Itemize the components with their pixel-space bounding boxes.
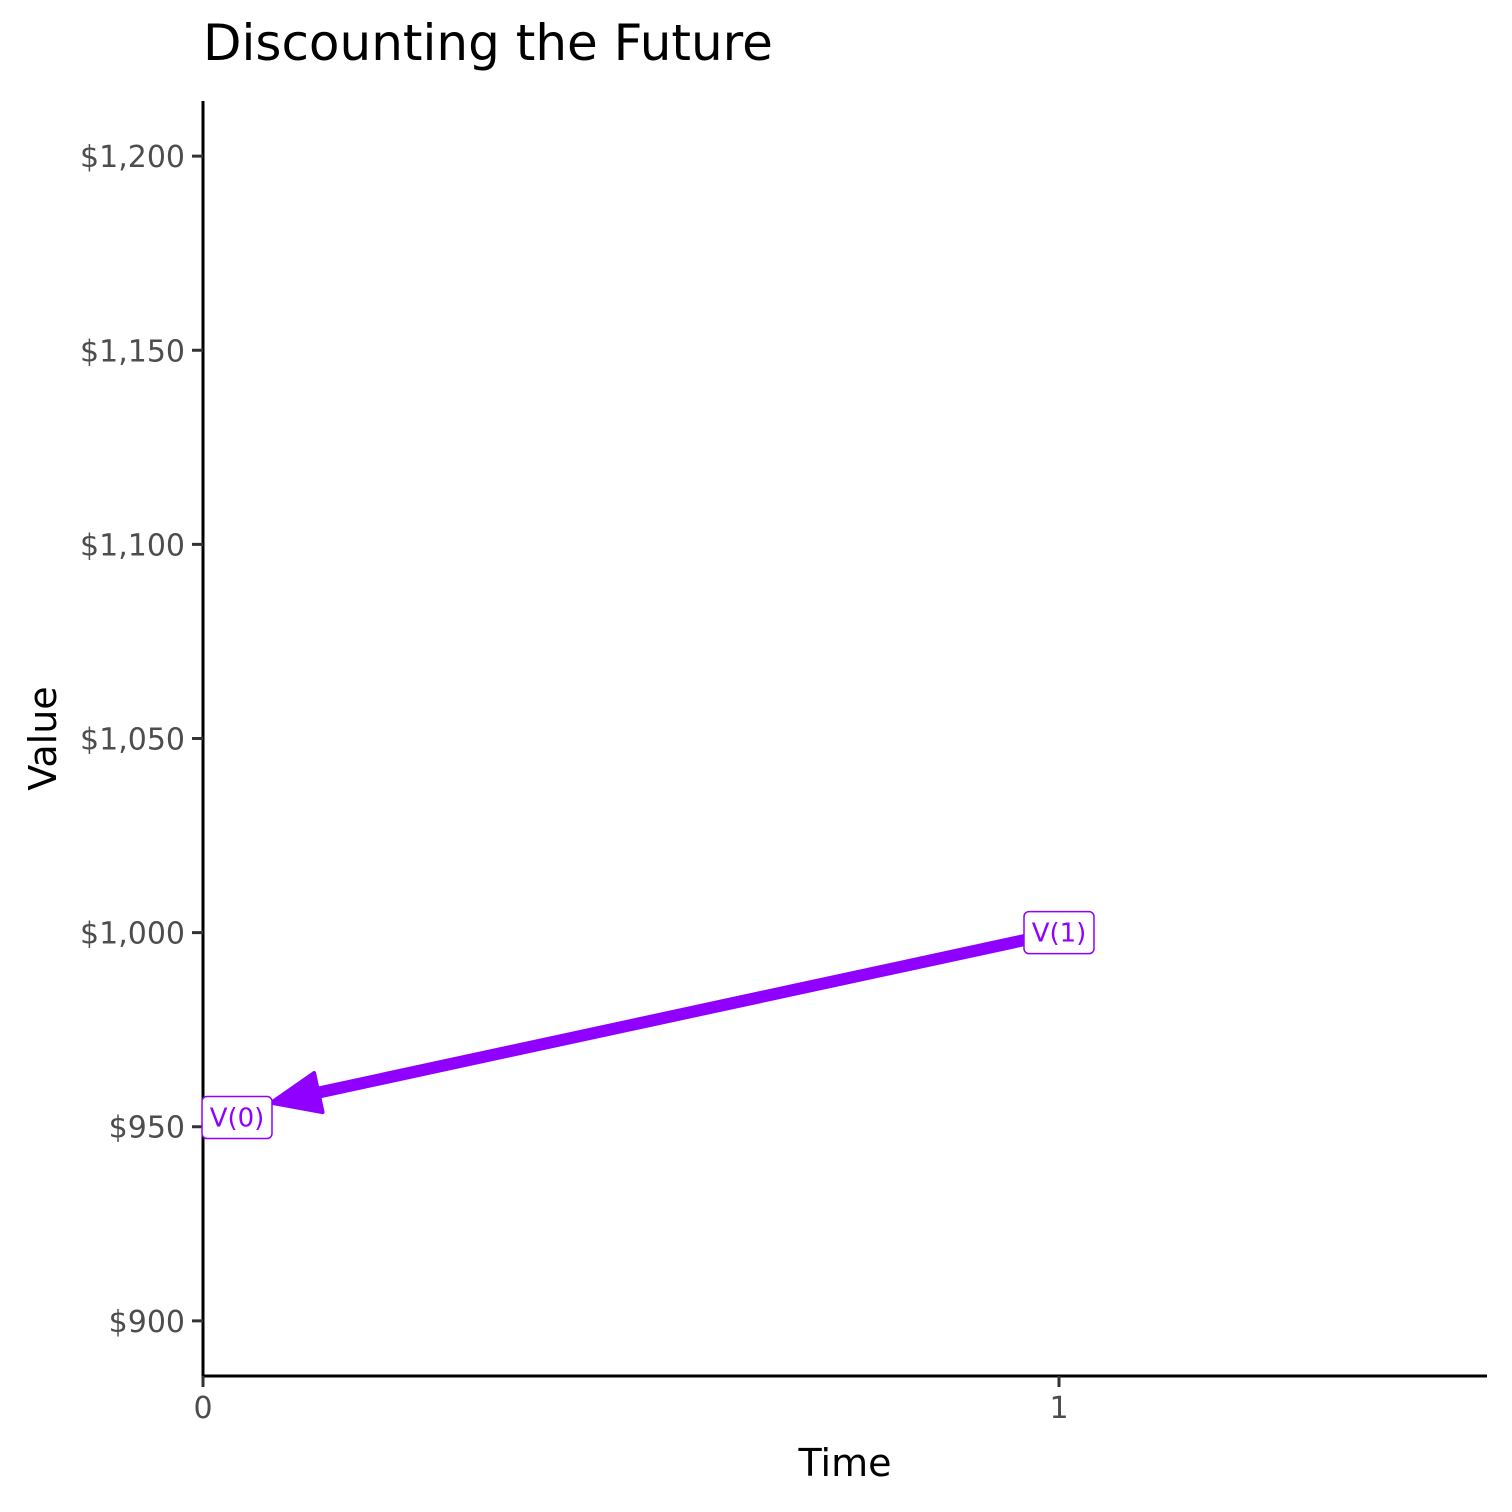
point-label-box: [1023, 910, 1095, 955]
y-tick-label: $950: [109, 1111, 185, 1146]
arrow-line: [311, 926, 1061, 1100]
point-label: V(0): [210, 1104, 265, 1134]
y-tick-label: $900: [109, 1305, 185, 1340]
point-label: V(1): [1032, 919, 1087, 949]
y-tick-label: $1,200: [80, 140, 185, 175]
y-tick-label: $1,150: [80, 334, 185, 369]
y-tick-label: $1,100: [80, 528, 185, 563]
point-label-box: [201, 1095, 273, 1140]
arrow-head: [269, 1071, 325, 1115]
x-tick-label: 0: [193, 1391, 212, 1426]
y-tick-label: $1,050: [80, 723, 185, 758]
chart-title: Discounting the Future: [203, 14, 773, 72]
x-tick-label: 1: [1049, 1391, 1068, 1426]
axes: $900 $950 $1,000 $1,050 $1,100 $1,150 $1,200 0 1…: [21, 101, 1487, 1485]
y-axis-title: Value: [21, 686, 65, 790]
x-axis-title: Time: [798, 1441, 892, 1485]
y-tick-label: $1,000: [80, 917, 185, 952]
chart-marks: V(1) V(0): [201, 910, 1095, 1140]
